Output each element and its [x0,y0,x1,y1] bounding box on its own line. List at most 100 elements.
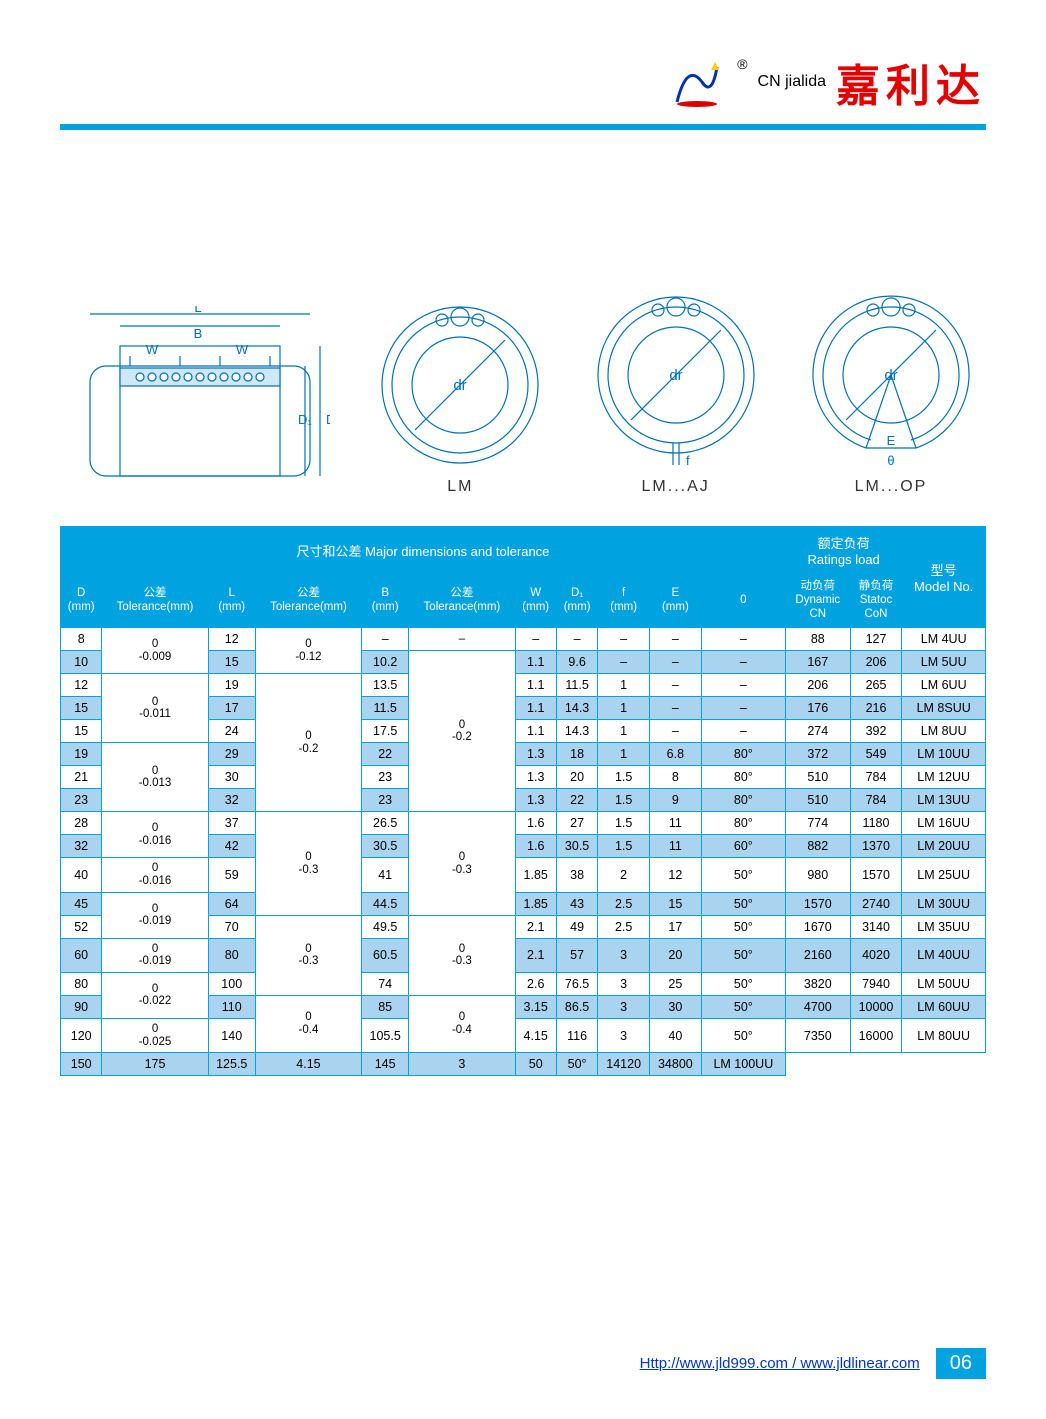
table-cell: 0 -0.12 [255,628,361,674]
svg-text:W: W [236,342,249,357]
svg-text:dr: dr [454,377,467,394]
table-cell: 60.5 [362,938,409,972]
table-cell: – [598,628,650,651]
table-cell: 17.5 [362,720,409,743]
table-row: 600 -0.0198060.52.15732050°21604020LM 40… [61,938,986,972]
table-cell: 59 [208,858,255,892]
table-cell: 510 [785,789,850,812]
table-cell: LM 8UU [902,720,986,743]
table-cell: 7350 [785,1018,850,1052]
table-cell: 1.1 [515,651,556,674]
table-cell: 0 -0.016 [102,812,208,858]
table-cell: 50° [701,1018,785,1052]
dimensions-table: 尺寸和公差 Major dimensions and tolerance 额定负… [60,526,986,1076]
table-cell: 4020 [850,938,902,972]
table-cell: 38 [556,858,597,892]
table-cell: 34800 [650,1053,702,1076]
table-cell: 15 [208,651,255,674]
table-cell: 2.5 [598,892,650,915]
table-cell: 70 [208,915,255,938]
table-cell: – [701,651,785,674]
table-cell: 49 [556,915,597,938]
footer-url[interactable]: Http://www.jld999.com / www.jldlinear.co… [640,1355,920,1372]
table-cell: 980 [785,858,850,892]
table-cell: LM 6UU [902,674,986,697]
col-group-ratings: 额定负荷 Ratings load [785,527,901,574]
table-cell: 2.6 [515,972,556,995]
table-cell: 784 [850,789,902,812]
table-cell: 8 [61,628,102,651]
table-cell: 1 [598,697,650,720]
table-cell: 37 [208,812,255,835]
table-cell: 0 -0.019 [102,938,208,972]
table-cell: 1570 [850,858,902,892]
table-cell: 20 [556,766,597,789]
table-cell: 0 -0.3 [409,812,515,915]
table-cell: – [701,720,785,743]
table-cell: LM 30UU [902,892,986,915]
table-cell: 86.5 [556,995,597,1018]
table-cell: – [409,628,515,651]
table-cell: 50° [701,972,785,995]
table-cell: 10 [61,651,102,674]
table-cell: 23 [362,789,409,812]
table-cell: 510 [785,766,850,789]
table-cell: LM 35UU [902,915,986,938]
table-cell: 50° [701,892,785,915]
table-cell: 1.5 [598,835,650,858]
table-cell: LM 20UU [902,835,986,858]
table-cell: – [650,651,702,674]
table-cell: 14120 [598,1053,650,1076]
table-cell: 3 [409,1053,515,1076]
table-cell: 125.5 [208,1053,255,1076]
table-cell: LM 10UU [902,743,986,766]
table-cell: 41 [362,858,409,892]
table-row: 190 -0.01329221.31816.880°372549LM 10UU [61,743,986,766]
table-cell: 50° [701,938,785,972]
table-cell: LM 16UU [902,812,986,835]
table-cell: 19 [61,743,102,766]
table-cell: 105.5 [362,1018,409,1052]
table-cell: 40 [61,858,102,892]
table-cell: 30.5 [556,835,597,858]
table-cell: 0 -0.3 [409,915,515,995]
table-cell: 1570 [785,892,850,915]
svg-text:L: L [194,306,201,315]
table-cell: 12 [61,674,102,697]
table-cell: 13.5 [362,674,409,697]
table-cell: 1.3 [515,789,556,812]
table-cell: 26.5 [362,812,409,835]
table-cell: 88 [785,628,850,651]
table-cell: 0 -0.4 [409,995,515,1052]
table-cell: 49.5 [362,915,409,938]
table-cell: 60 [61,938,102,972]
table-cell: 22 [556,789,597,812]
registered-mark: ® [737,56,747,72]
table-cell: 3140 [850,915,902,938]
table-cell: 15 [61,697,102,720]
table-cell: – [362,628,409,651]
table-cell: 14.3 [556,697,597,720]
col-L: L (mm) [208,574,255,628]
table-cell: 23 [362,766,409,789]
table-cell: 7940 [850,972,902,995]
table-cell: 1180 [850,812,902,835]
table-cell: 1.1 [515,720,556,743]
table-cell: 3 [598,995,650,1018]
table-cell: 12 [208,628,255,651]
svg-text:f: f [686,453,690,468]
col-group-major: 尺寸和公差 Major dimensions and tolerance [61,527,786,574]
table-cell: LM 50UU [902,972,986,995]
table-cell: 2.5 [598,915,650,938]
table-cell: 0 -0.025 [102,1018,208,1052]
col-D1: D₁ (mm) [556,574,597,628]
svg-text:B: B [194,326,203,341]
svg-text:D₁: D₁ [298,412,312,427]
table-cell: 80° [701,743,785,766]
table-cell: 80 [208,938,255,972]
table-cell: 120 [61,1018,102,1052]
table-cell: 50° [701,995,785,1018]
table-row: 400 -0.01659411.853821250°9801570LM 25UU [61,858,986,892]
svg-text:W: W [146,342,159,357]
table-cell: LM 12UU [902,766,986,789]
